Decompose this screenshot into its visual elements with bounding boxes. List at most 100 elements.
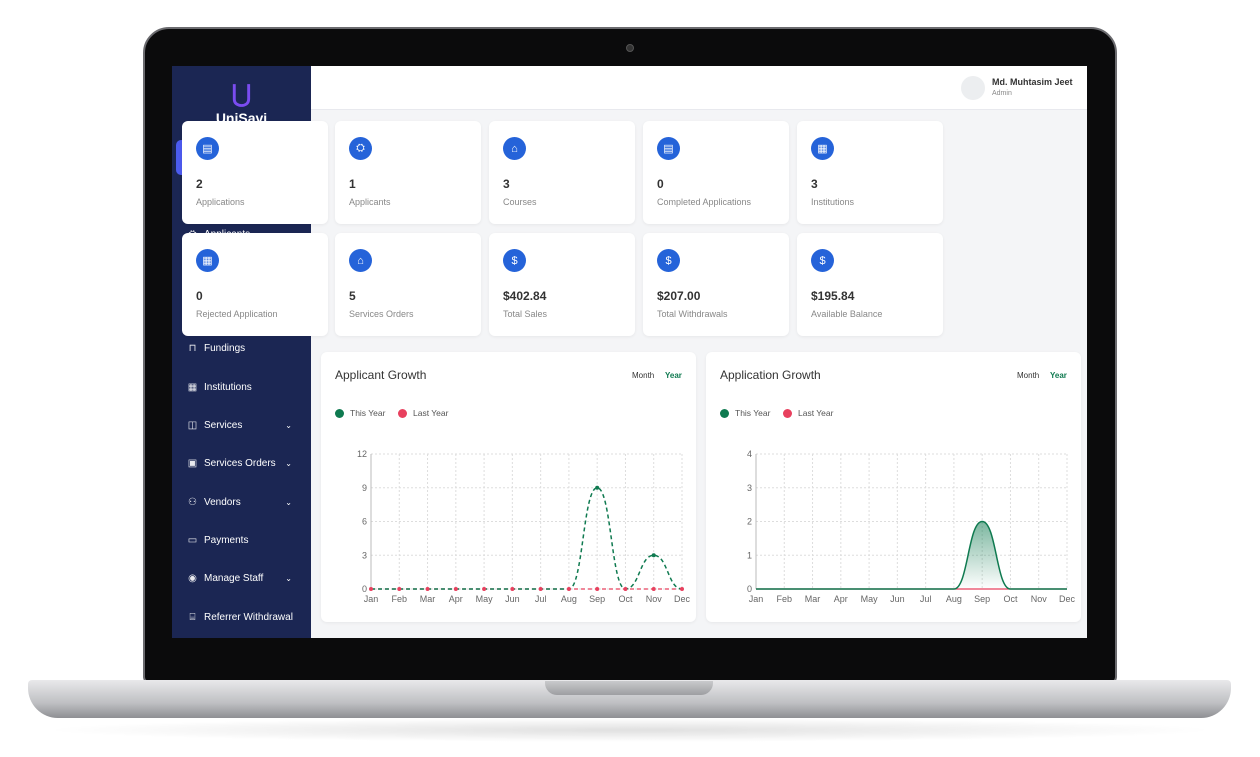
stat-value: $402.84 — [503, 289, 547, 303]
sidebar-item-manage-staff[interactable]: ◉ Manage Staff ⌄ — [176, 561, 304, 596]
stat-card[interactable]: ▦ 3 Institutions — [797, 121, 943, 224]
legend-label: This Year — [735, 408, 771, 418]
stat-card[interactable]: $ $195.84 Available Balance — [797, 233, 943, 336]
stat-value: 5 — [349, 289, 356, 303]
logo-mark-icon: ⋃ — [231, 81, 252, 108]
x-tick-label: Feb — [392, 594, 408, 604]
sidebar-item-label: Manage Staff — [204, 573, 264, 585]
sidebar-item-services-orders[interactable]: ▣ Services Orders ⌄ — [176, 446, 304, 481]
legend-last-year[interactable]: Last Year — [398, 408, 448, 418]
sidebar-item-services[interactable]: ◫ Services ⌄ — [176, 408, 304, 443]
data-point-last-year — [397, 587, 402, 591]
y-tick-label: 1 — [747, 550, 752, 560]
stat-card[interactable]: ▤ 0 Completed Applications — [643, 121, 789, 224]
stat-value: $207.00 — [657, 289, 701, 303]
dollar-icon: $ — [657, 249, 680, 272]
series-line-this-year — [371, 486, 683, 590]
stat-value: $195.84 — [811, 289, 855, 303]
sidebar-item-institutions[interactable]: ▦ Institutions — [176, 370, 304, 405]
data-point-last-year — [369, 587, 373, 591]
x-tick-label: Mar — [420, 594, 436, 604]
building-icon: ▦ — [187, 381, 198, 393]
sidebar-item-payments[interactable]: ▭ Payments — [176, 523, 304, 558]
data-point-last-year — [425, 587, 430, 591]
user-role: Admin — [992, 90, 1012, 97]
legend-this-year[interactable]: This Year — [335, 408, 385, 418]
data-point-last-year — [680, 587, 684, 591]
chart-title: Application Growth — [720, 368, 821, 382]
toggle-year[interactable]: Year — [665, 371, 682, 380]
stat-label: Applicants — [349, 197, 391, 207]
toggle-year[interactable]: Year — [1050, 371, 1067, 380]
y-tick-label: 12 — [357, 449, 367, 459]
building-icon: ▦ — [811, 137, 834, 160]
legend-label: Last Year — [413, 408, 449, 418]
data-point-last-year — [651, 587, 656, 591]
chevron-down-icon[interactable]: ⌄ — [285, 421, 292, 431]
stat-value: 1 — [349, 177, 356, 191]
x-tick-label: Oct — [1003, 594, 1018, 604]
stat-card[interactable]: ▤ 2 Applications — [182, 121, 328, 224]
toggle-month[interactable]: Month — [1017, 371, 1040, 380]
webcam — [626, 44, 634, 52]
laptop-notch — [545, 681, 713, 695]
stat-label: Completed Applications — [657, 197, 752, 207]
y-tick-label: 2 — [747, 517, 752, 527]
stat-card[interactable]: $ $207.00 Total Withdrawals — [643, 233, 789, 336]
x-tick-label: May — [861, 594, 879, 604]
services-icon: ◫ — [187, 420, 198, 432]
legend-this-year[interactable]: This Year — [720, 408, 770, 418]
avatar[interactable] — [961, 76, 985, 100]
legend-last-year[interactable]: Last Year — [783, 408, 833, 418]
x-tick-label: Dec — [1059, 594, 1076, 604]
chevron-down-icon[interactable]: ⌄ — [285, 497, 292, 507]
sidebar-item-label: Services Orders — [204, 458, 276, 470]
sidebar-item-label: Vendors — [204, 496, 241, 508]
stat-card[interactable]: ⌂ 3 Courses — [489, 121, 635, 224]
stat-card[interactable]: ⛭ 1 Applicants — [335, 121, 481, 224]
sidebar-item-fundings[interactable]: ⊓ Fundings — [176, 331, 304, 366]
chevron-down-icon[interactable]: ⌄ — [285, 459, 292, 469]
clipboard-icon: ▤ — [657, 137, 680, 160]
toggle-month[interactable]: Month — [632, 371, 655, 380]
x-tick-label: Nov — [1031, 594, 1048, 604]
sidebar-item-label: Institutions — [204, 381, 252, 393]
y-tick-label: 3 — [747, 483, 752, 493]
y-tick-label: 0 — [362, 584, 367, 594]
dollar-icon: $ — [811, 249, 834, 272]
data-point-last-year — [482, 587, 487, 591]
sidebar-item-label: Referrer Withdrawal — [204, 611, 293, 623]
x-tick-label: Jun — [505, 594, 520, 604]
stat-card[interactable]: ⌂ 5 Services Orders — [335, 233, 481, 336]
logo[interactable]: ⋃ UniSavi — [172, 81, 311, 127]
clipboard-icon: ▤ — [196, 137, 219, 160]
stat-value: 2 — [196, 177, 203, 191]
stat-label: Courses — [503, 197, 537, 207]
x-tick-label: Sep — [589, 594, 605, 604]
y-tick-label: 6 — [362, 517, 367, 527]
stat-card[interactable]: ▦ 0 Rejected Application — [182, 233, 328, 336]
area-fill-this-year — [756, 521, 1067, 589]
chevron-down-icon[interactable]: ⌄ — [285, 574, 292, 584]
x-tick-label: Jun — [890, 594, 905, 604]
stat-card[interactable]: $ $402.84 Total Sales — [489, 233, 635, 336]
stat-value: 0 — [196, 289, 203, 303]
x-tick-label: Feb — [777, 594, 793, 604]
legend-dot — [720, 408, 729, 418]
legend-label: Last Year — [798, 408, 834, 418]
x-tick-label: Mar — [805, 594, 821, 604]
x-tick-label: Dec — [674, 594, 691, 604]
x-tick-label: Aug — [946, 594, 962, 604]
x-tick-label: Apr — [834, 594, 848, 604]
dollar-icon: $ — [503, 249, 526, 272]
stat-label: Available Balance — [811, 309, 883, 319]
sidebar-item-vendors[interactable]: ⚇ Vendors ⌄ — [176, 485, 304, 520]
series-line-this-year — [756, 520, 1067, 590]
wallet-icon: ▭ — [187, 534, 198, 546]
sidebar-item-referrer-withdrawal[interactable]: ⌸ Referrer Withdrawal — [176, 600, 304, 635]
data-point-last-year — [623, 587, 628, 591]
x-tick-label: Jul — [535, 594, 547, 604]
stat-value: 0 — [657, 177, 664, 191]
data-point-last-year — [453, 587, 458, 591]
user-name[interactable]: Md. Muhtasim Jeet — [992, 77, 1073, 87]
